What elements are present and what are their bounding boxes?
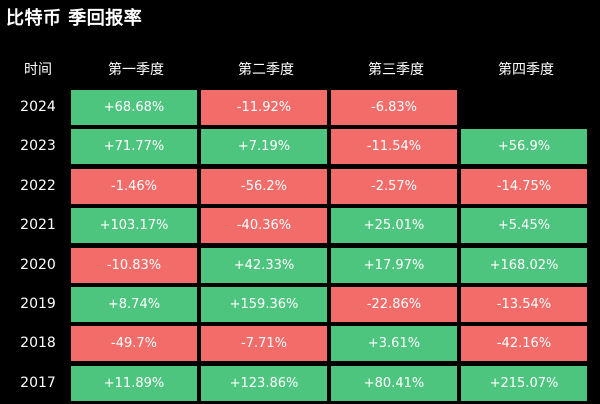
return-cell: -14.75% — [461, 168, 587, 204]
return-cell: -2.57% — [331, 168, 457, 204]
return-cell: +103.17% — [71, 208, 197, 244]
row-year-label: 2020 — [20, 256, 56, 273]
row-year-label: 2022 — [20, 177, 56, 194]
return-cell: +8.74% — [71, 287, 197, 322]
return-cell: -10.83% — [71, 247, 197, 283]
return-cell: -49.7% — [71, 326, 197, 362]
header-time: 时间 — [24, 62, 52, 78]
row-year-label: 2019 — [20, 296, 56, 312]
return-cell: +17.97% — [331, 247, 457, 283]
return-cell: +123.86% — [201, 365, 327, 401]
return-cell: +168.02% — [461, 247, 587, 283]
return-cell: +11.89% — [71, 365, 197, 401]
return-cell: +42.33% — [201, 247, 327, 283]
return-cell: +215.07% — [461, 365, 587, 401]
row-year-label: 2017 — [20, 374, 56, 391]
header-q4: 第四季度 — [498, 62, 554, 78]
header-q1: 第一季度 — [108, 62, 164, 78]
return-cell: -56.2% — [201, 168, 327, 204]
return-cell: +71.77% — [71, 129, 197, 165]
return-cell: -13.54% — [461, 287, 587, 322]
return-cell: +56.9% — [461, 129, 587, 165]
header-q3: 第三季度 — [368, 62, 424, 78]
return-cell: +5.45% — [461, 208, 587, 244]
return-cell: -42.16% — [461, 326, 587, 362]
return-cell: +3.61% — [331, 326, 457, 362]
return-cell: -22.86% — [331, 287, 457, 322]
row-year-label: 2018 — [20, 335, 56, 352]
row-year-label: 2021 — [20, 217, 56, 234]
return-cell: -40.36% — [201, 208, 327, 244]
header-q2: 第二季度 — [238, 62, 294, 78]
return-cell: -6.83% — [331, 90, 457, 125]
return-cell: -11.54% — [331, 129, 457, 165]
return-cell: -1.46% — [71, 168, 197, 204]
return-cell: -7.71% — [201, 326, 327, 362]
return-cell: -11.92% — [201, 90, 327, 125]
row-year-label: 2023 — [20, 138, 56, 155]
return-cell: +25.01% — [331, 208, 457, 244]
return-cell: +80.41% — [331, 365, 457, 401]
row-year-label: 2024 — [20, 99, 56, 115]
return-cell: +68.68% — [71, 90, 197, 125]
return-cell: +159.36% — [201, 287, 327, 322]
return-cell: +7.19% — [201, 129, 327, 165]
page-title: 比特币 季回报率 — [6, 8, 143, 29]
